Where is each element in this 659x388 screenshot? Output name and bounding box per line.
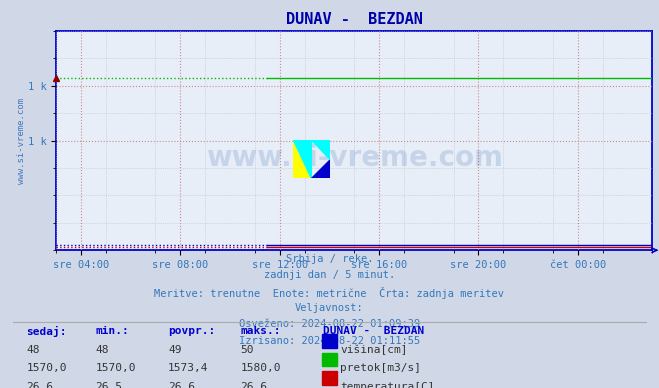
Text: Izrisano: 2024-08-22 01:11:55: Izrisano: 2024-08-22 01:11:55 [239, 336, 420, 346]
Text: sedaj:: sedaj: [26, 326, 67, 337]
Text: višina[cm]: višina[cm] [340, 345, 407, 355]
Text: 1580,0: 1580,0 [241, 363, 281, 373]
Polygon shape [293, 140, 312, 178]
Text: 1570,0: 1570,0 [26, 363, 67, 373]
Polygon shape [293, 140, 312, 178]
Title: DUNAV -  BEZDAN: DUNAV - BEZDAN [286, 12, 422, 27]
Text: maks.:: maks.: [241, 326, 281, 336]
Text: min.:: min.: [96, 326, 129, 336]
Text: 48: 48 [26, 345, 40, 355]
Text: 1573,4: 1573,4 [168, 363, 208, 373]
Text: 26,5: 26,5 [96, 382, 123, 388]
Text: 26,6: 26,6 [26, 382, 53, 388]
Y-axis label: www.si-vreme.com: www.si-vreme.com [17, 98, 26, 184]
Text: 49: 49 [168, 345, 181, 355]
Text: Osveženo: 2024-08-22 01:09:39: Osveženo: 2024-08-22 01:09:39 [239, 319, 420, 329]
Text: Srbija / reke.: Srbija / reke. [286, 254, 373, 264]
Text: temperatura[C]: temperatura[C] [340, 382, 434, 388]
Text: DUNAV -  BEZDAN: DUNAV - BEZDAN [323, 326, 424, 336]
Text: 26,6: 26,6 [168, 382, 195, 388]
Text: zadnji dan / 5 minut.: zadnji dan / 5 minut. [264, 270, 395, 281]
Text: 1570,0: 1570,0 [96, 363, 136, 373]
Text: 48: 48 [96, 345, 109, 355]
Text: www.si-vreme.com: www.si-vreme.com [206, 144, 503, 172]
Text: Veljavnost:: Veljavnost: [295, 303, 364, 313]
Text: povpr.:: povpr.: [168, 326, 215, 336]
Polygon shape [312, 159, 330, 178]
Text: 50: 50 [241, 345, 254, 355]
Text: pretok[m3/s]: pretok[m3/s] [340, 363, 421, 373]
Polygon shape [312, 140, 330, 159]
Text: 26,6: 26,6 [241, 382, 268, 388]
Text: Meritve: trenutne  Enote: metrične  Črta: zadnja meritev: Meritve: trenutne Enote: metrične Črta: … [154, 287, 505, 299]
